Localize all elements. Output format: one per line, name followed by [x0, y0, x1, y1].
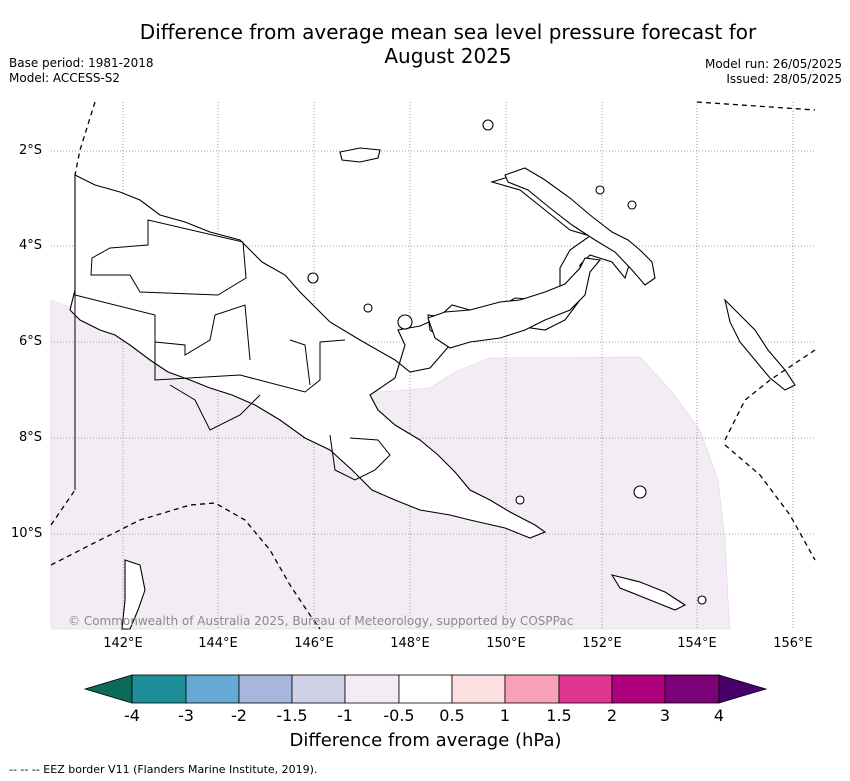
colorbar-title: Difference from average (hPa): [0, 730, 850, 751]
colorbar: [83, 674, 768, 704]
new-ireland-island: [504, 167, 656, 286]
eez-borders: [50, 101, 816, 630]
manus-island: [339, 147, 381, 163]
model-run-text: Model run: 26/05/2025: [704, 57, 842, 71]
lon-label: 142°E: [103, 636, 143, 651]
lat-label: 2°S: [19, 143, 43, 158]
colorbar-bin: [451, 674, 506, 704]
colorbar-tick: -2: [231, 706, 247, 725]
colorbar-bin: [185, 674, 240, 704]
model-info: Base period: 1981-2018 Model: ACCESS-S2: [9, 56, 154, 86]
colorbar-tick: 4: [713, 706, 725, 725]
lon-label: 154°E: [677, 636, 717, 651]
bougainville-island: [724, 298, 796, 391]
colorbar-tick: 0.5: [439, 706, 465, 725]
lat-label: 4°S: [19, 238, 43, 253]
colorbar-extend-low: [83, 674, 133, 704]
lon-label: 150°E: [486, 636, 526, 651]
land-outlines: [69, 119, 796, 630]
issued-text: Issued: 28/05/2025: [726, 72, 842, 86]
map-title-line2: August 2025: [384, 44, 512, 68]
map-title: Difference from average mean sea level p…: [0, 20, 850, 68]
eez-footnote: -- -- -- EEZ border V11 (Flanders Marine…: [9, 763, 318, 776]
copyright-notice: © Commonwealth of Australia 2025, Bureau…: [68, 614, 574, 628]
model-text: Model: ACCESS-S2: [9, 71, 121, 85]
run-info: Model run: 26/05/2025 Issued: 28/05/2025: [705, 57, 842, 87]
colorbar-tick: -0.5: [383, 706, 415, 725]
colorbar-tick: -4: [124, 706, 140, 725]
colorbar-tick: -1: [337, 706, 353, 725]
colorbar-bin: [398, 674, 453, 704]
lat-label: 6°S: [19, 334, 43, 349]
lat-label: 8°S: [19, 430, 43, 445]
colorbar-tick: 3: [659, 706, 671, 725]
lon-label: 146°E: [294, 636, 334, 651]
lon-label: 156°E: [773, 636, 813, 651]
colorbar-tick: -1.5: [276, 706, 308, 725]
lon-label: 148°E: [390, 636, 430, 651]
cape-york: [121, 559, 146, 630]
base-period-text: Base period: 1981-2018: [9, 56, 154, 70]
colorbar-bin: [344, 674, 400, 704]
colorbar-bin: [611, 674, 666, 704]
province-borders: [74, 175, 391, 490]
colorbar-bin: [558, 674, 613, 704]
colorbar-bin: [238, 674, 293, 704]
colorbar-tick: -3: [178, 706, 194, 725]
new-britain-island: [427, 257, 602, 349]
colorbar-title-text: Difference from average (hPa): [289, 730, 562, 751]
colorbar-bin: [504, 674, 560, 704]
colorbar-tick: 1.5: [546, 706, 572, 725]
colorbar-tick: 2: [606, 706, 618, 725]
colorbar-bin: [291, 674, 346, 704]
colorbar-bin: [131, 674, 187, 704]
colorbar-bin: [664, 674, 720, 704]
lat-label: 10°S: [11, 526, 43, 541]
colorbar-extend-high: [718, 674, 768, 704]
lon-label: 152°E: [582, 636, 622, 651]
lon-label: 144°E: [198, 636, 238, 651]
map-title-line1: Difference from average mean sea level p…: [139, 20, 757, 44]
colorbar-tick: 1: [499, 706, 511, 725]
